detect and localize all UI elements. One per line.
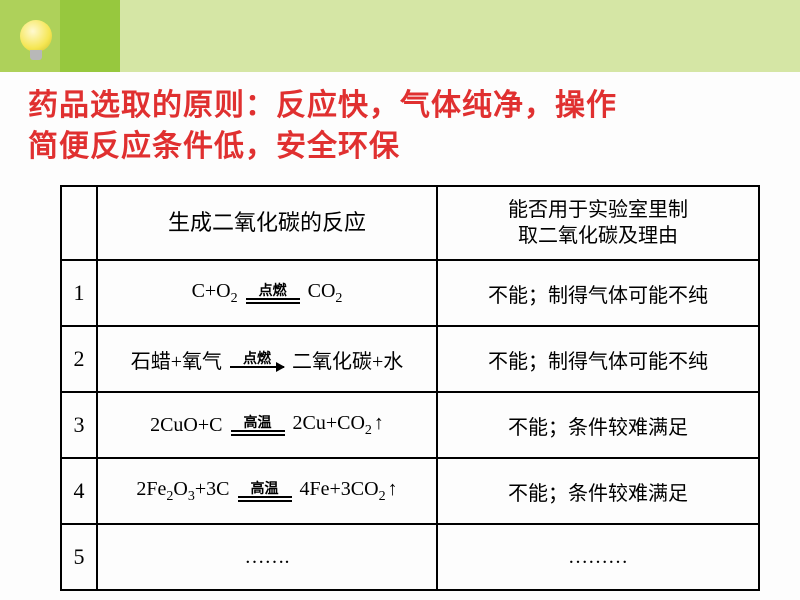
reaction-table-wrap: 生成二氧化碳的反应 能否用于实验室里制 取二氧化碳及理由 1 C+O2点燃CO2 不… xyxy=(0,167,800,591)
reaction-formula: C+O2点燃CO2 xyxy=(192,280,343,307)
cell-reaction: 2CuO+C高温2Cu+CO2↑ xyxy=(97,392,437,458)
reaction-table: 生成二氧化碳的反应 能否用于实验室里制 取二氧化碳及理由 1 C+O2点燃CO2 不… xyxy=(60,185,760,591)
cell-reason: 不能；条件较难满足 xyxy=(437,458,759,524)
cell-reaction: ……. xyxy=(97,524,437,590)
arrow-icon: 点燃 xyxy=(230,351,284,368)
table-row: 3 2CuO+C高温2Cu+CO2↑ 不能；条件较难满足 xyxy=(61,392,759,458)
col-header-reaction: 生成二氧化碳的反应 xyxy=(97,186,437,260)
title-line-2: 简便反应条件低，安全环保 xyxy=(28,130,400,163)
cell-num: 2 xyxy=(61,326,97,392)
reaction-text: ……. xyxy=(245,546,290,568)
table-row: 5 ……. ……… xyxy=(61,524,759,590)
cell-reason: 不能；条件较难满足 xyxy=(437,392,759,458)
equals-icon: 高温 xyxy=(238,481,292,502)
reaction-formula: 2CuO+C高温2Cu+CO2↑ xyxy=(150,412,384,439)
cell-reason: ……… xyxy=(437,524,759,590)
col-header-reason: 能否用于实验室里制 取二氧化碳及理由 xyxy=(437,186,759,260)
cell-num: 5 xyxy=(61,524,97,590)
title-block: 药品选取的原则：反应快，气体纯净，操作 简便反应条件低，安全环保 xyxy=(0,72,800,167)
cell-reaction: 石蜡+氧气点燃二氧化碳+水 xyxy=(97,326,437,392)
lightbulb-icon xyxy=(12,12,60,60)
cell-num: 3 xyxy=(61,392,97,458)
cell-num: 1 xyxy=(61,260,97,326)
cell-num: 4 xyxy=(61,458,97,524)
table-row: 2 石蜡+氧气点燃二氧化碳+水 不能；制得气体可能不纯 xyxy=(61,326,759,392)
cell-reason: 不能；制得气体可能不纯 xyxy=(437,260,759,326)
reaction-formula: 2Fe2O3+3C高温4Fe+3CO2↑ xyxy=(136,478,397,505)
equals-icon: 高温 xyxy=(231,415,285,436)
col-header-num xyxy=(61,186,97,260)
equals-icon: 点燃 xyxy=(246,283,300,304)
table-row: 1 C+O2点燃CO2 不能；制得气体可能不纯 xyxy=(61,260,759,326)
table-row: 4 2Fe2O3+3C高温4Fe+3CO2↑ 不能；条件较难满足 xyxy=(61,458,759,524)
cell-reason: 不能；制得气体可能不纯 xyxy=(437,326,759,392)
reaction-formula: 石蜡+氧气点燃二氧化碳+水 xyxy=(131,345,404,374)
title-line-1: 药品选取的原则：反应快，气体纯净，操作 xyxy=(28,89,617,122)
cell-reaction: 2Fe2O3+3C高温4Fe+3CO2↑ xyxy=(97,458,437,524)
cell-reaction: C+O2点燃CO2 xyxy=(97,260,437,326)
header-band xyxy=(0,0,800,72)
